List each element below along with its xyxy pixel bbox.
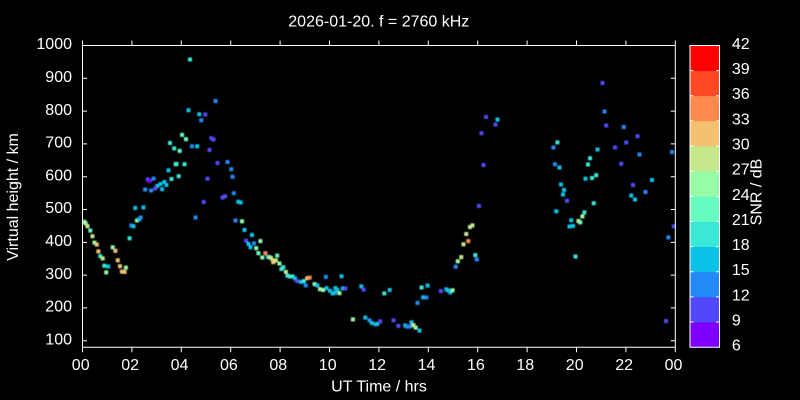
svg-text:36: 36 xyxy=(732,86,750,103)
svg-text:16: 16 xyxy=(467,357,485,374)
svg-text:6: 6 xyxy=(732,338,741,355)
svg-text:20: 20 xyxy=(566,357,584,374)
svg-text:22: 22 xyxy=(615,357,633,374)
svg-text:42: 42 xyxy=(732,36,750,53)
svg-text:600: 600 xyxy=(45,167,72,184)
svg-text:400: 400 xyxy=(45,233,72,250)
svg-text:18: 18 xyxy=(732,237,750,254)
svg-text:10: 10 xyxy=(319,357,337,374)
svg-text:27: 27 xyxy=(732,162,750,179)
svg-text:9: 9 xyxy=(732,313,741,330)
svg-text:700: 700 xyxy=(45,135,72,152)
svg-text:300: 300 xyxy=(45,266,72,283)
svg-text:15: 15 xyxy=(732,262,750,279)
svg-text:06: 06 xyxy=(220,357,238,374)
svg-text:500: 500 xyxy=(45,200,72,217)
svg-text:08: 08 xyxy=(269,357,287,374)
svg-text:100: 100 xyxy=(45,331,72,348)
svg-text:00: 00 xyxy=(665,357,683,374)
svg-text:1000: 1000 xyxy=(36,36,72,53)
svg-text:900: 900 xyxy=(45,69,72,86)
svg-text:04: 04 xyxy=(171,357,189,374)
svg-text:14: 14 xyxy=(418,357,436,374)
svg-text:SNR / dB: SNR / dB xyxy=(748,159,765,226)
svg-text:24: 24 xyxy=(732,187,750,204)
svg-text:39: 39 xyxy=(732,61,750,78)
svg-text:2026-01-20. f = 2760 kHz: 2026-01-20. f = 2760 kHz xyxy=(288,14,469,31)
svg-text:30: 30 xyxy=(732,137,750,154)
svg-text:18: 18 xyxy=(516,357,534,374)
svg-text:200: 200 xyxy=(45,299,72,316)
svg-text:00: 00 xyxy=(72,357,90,374)
svg-text:12: 12 xyxy=(368,357,386,374)
svg-text:UT Time / hrs: UT Time / hrs xyxy=(331,379,427,396)
svg-text:800: 800 xyxy=(45,102,72,119)
svg-text:02: 02 xyxy=(121,357,139,374)
svg-text:21: 21 xyxy=(732,212,750,229)
svg-text:12: 12 xyxy=(732,287,750,304)
svg-text:33: 33 xyxy=(732,111,750,128)
svg-text:Virtual height / km: Virtual height / km xyxy=(5,133,22,261)
